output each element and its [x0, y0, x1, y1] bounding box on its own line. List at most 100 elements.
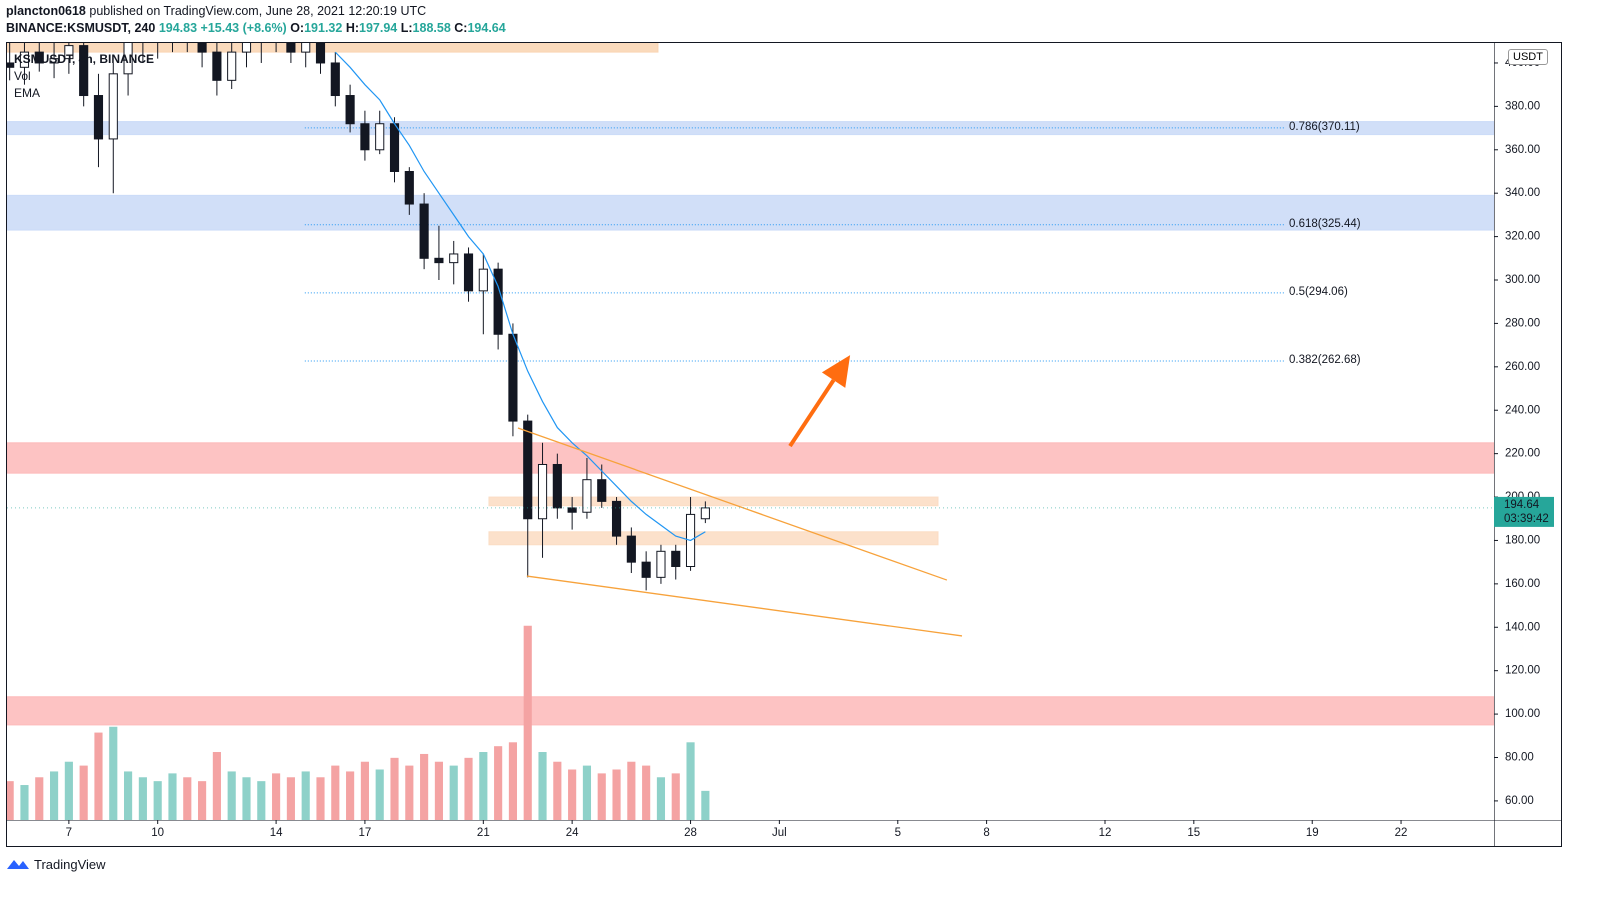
arrow-shaft	[788, 379, 836, 448]
x-tick-label: 19	[1306, 827, 1319, 839]
y-tick-label: 160.00	[1505, 578, 1540, 590]
volume-bar	[494, 746, 503, 820]
volume-bar	[49, 771, 59, 820]
volume-bar	[286, 777, 295, 820]
volume-bar	[508, 742, 517, 820]
volume-bar	[153, 781, 162, 820]
volume-bar	[375, 769, 384, 820]
y-tick-label: 120.00	[1505, 665, 1540, 677]
frame	[6, 42, 1562, 847]
unit-badge[interactable]: USDT	[1508, 49, 1548, 65]
volume-bar	[346, 771, 355, 820]
user: plancton0618	[6, 4, 86, 18]
published: published on TradingView.com, June 28, 2…	[89, 4, 427, 18]
x-tick-label: 14	[270, 827, 283, 839]
candle-body	[389, 123, 400, 172]
y-tick-label: 60.00	[1505, 795, 1534, 807]
candle-body	[463, 253, 474, 292]
legend-vol: Vol	[14, 69, 31, 83]
candle-body	[567, 507, 577, 513]
volume-bar	[523, 625, 532, 820]
candle-body	[34, 51, 44, 64]
volume-bar	[257, 781, 266, 820]
x-tick-label: 21	[477, 827, 490, 839]
candle-body	[345, 95, 355, 125]
candle-body	[197, 43, 207, 53]
volume-bar	[420, 753, 429, 820]
last: 194.83	[158, 21, 198, 35]
volume-bar	[227, 771, 236, 820]
y-tick-label: 340.00	[1505, 187, 1540, 199]
candle-body	[241, 43, 252, 53]
volume-bar	[20, 785, 29, 820]
candle-body	[315, 43, 326, 64]
volume-bar	[138, 777, 147, 820]
volume-bar	[582, 765, 592, 820]
y-tick-label: 180.00	[1505, 534, 1540, 546]
l-label: L:	[400, 21, 413, 35]
publish-line: plancton0618 published on TradingView.co…	[6, 4, 426, 18]
zone	[488, 531, 939, 546]
candle-body	[493, 268, 503, 335]
candle-body	[360, 123, 370, 151]
tv-logo	[7, 860, 29, 869]
y-tick-label: 240.00	[1505, 404, 1540, 416]
candle-body	[7, 62, 15, 68]
volume-bar	[434, 761, 443, 820]
y-tick-label: 280.00	[1505, 317, 1540, 329]
x-tick-label: 10	[151, 827, 164, 839]
zone	[7, 696, 1494, 726]
candle-body	[123, 43, 133, 75]
zone	[7, 442, 1494, 474]
candle-body	[93, 95, 104, 140]
candle-body	[611, 500, 622, 537]
x-tick-label: 7	[66, 827, 72, 839]
y-tick-label: 140.00	[1505, 621, 1540, 633]
trendline	[526, 575, 963, 637]
price-badge-value: 194.64	[1504, 499, 1540, 511]
fib-label: 0.382(262.68)	[1289, 354, 1361, 366]
candle-body	[597, 479, 607, 502]
volume-bar	[7, 781, 14, 820]
fib-label: 0.786(370.11)	[1289, 121, 1360, 133]
volume-bar	[198, 781, 207, 820]
volume-bar	[612, 769, 621, 820]
candle-body	[700, 507, 710, 520]
candle-body	[434, 257, 444, 264]
trendline	[517, 427, 948, 581]
candle-body	[183, 24, 191, 41]
volume-bar	[405, 765, 414, 820]
candle-body	[671, 550, 681, 567]
x-tick-label: 17	[359, 827, 372, 839]
ema-line	[334, 51, 706, 542]
candle-body	[375, 123, 385, 151]
volume-bar	[701, 790, 710, 820]
legend-series: KSMUSDT, 4h, BINANCE	[14, 52, 155, 66]
candle-body	[168, 24, 176, 31]
x-tick-label: 28	[684, 827, 697, 839]
footer: TradingView	[6, 856, 106, 872]
volume-bar	[272, 773, 281, 820]
volume-bar	[109, 726, 118, 820]
candle-body	[419, 203, 429, 259]
volume-bar	[124, 771, 133, 820]
candle-body	[508, 333, 518, 422]
h-label: H:	[345, 21, 360, 35]
x-tick-label: Jul	[772, 827, 787, 839]
footer-text: TradingView	[34, 856, 106, 872]
candle-body	[449, 253, 459, 264]
candle-body	[227, 51, 237, 81]
candle-body	[79, 45, 89, 97]
candle-body	[154, 30, 162, 37]
volume-bar	[449, 765, 458, 820]
zone	[7, 43, 659, 53]
close: 194.64	[467, 21, 506, 35]
candle-body	[286, 43, 296, 53]
volume-bar	[301, 771, 310, 820]
y-tick-label: 380.00	[1505, 100, 1540, 112]
volume-bar	[538, 752, 547, 820]
zone	[7, 194, 1494, 231]
candle-body	[404, 170, 414, 205]
